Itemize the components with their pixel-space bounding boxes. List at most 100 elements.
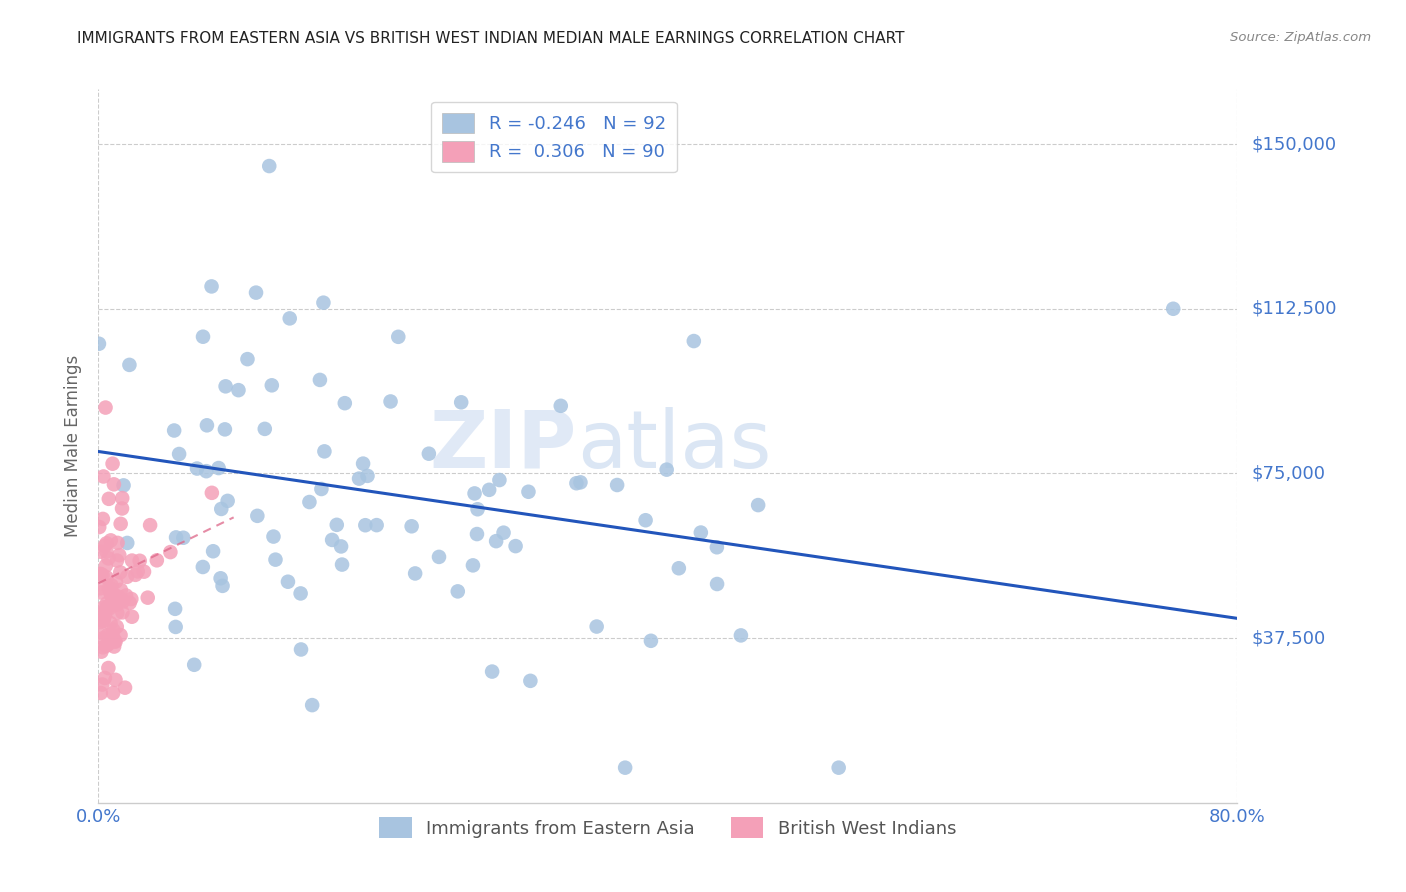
- Point: [127, 565, 149, 579]
- Point: [93, 600, 115, 615]
- Point: [89, 582, 111, 596]
- Point: [366, 518, 388, 533]
- Point: [450, 395, 472, 409]
- Point: [111, 491, 134, 505]
- Point: [100, 582, 122, 596]
- Point: [465, 527, 488, 541]
- Point: [105, 620, 128, 634]
- Point: [89, 520, 111, 534]
- Point: [97, 661, 120, 675]
- Point: [97, 491, 120, 506]
- Point: [105, 598, 128, 612]
- Point: [96, 570, 118, 584]
- Point: [100, 578, 122, 592]
- Point: [121, 553, 143, 567]
- Point: [202, 544, 225, 558]
- Point: [90, 567, 112, 582]
- Point: [655, 463, 678, 477]
- Point: [253, 422, 276, 436]
- Point: [380, 394, 402, 409]
- Point: [427, 549, 450, 564]
- Point: [120, 591, 142, 606]
- Point: [290, 586, 312, 600]
- Point: [112, 478, 135, 492]
- Text: $150,000: $150,000: [1251, 135, 1336, 153]
- Point: [97, 599, 120, 613]
- Point: [139, 518, 162, 533]
- Point: [447, 584, 470, 599]
- Point: [201, 486, 224, 500]
- Point: [107, 590, 129, 604]
- Legend: Immigrants from Eastern Asia, British West Indians: Immigrants from Eastern Asia, British We…: [373, 810, 963, 845]
- Point: [309, 373, 332, 387]
- Point: [115, 570, 138, 584]
- Point: [172, 531, 194, 545]
- Point: [98, 585, 121, 599]
- Point: [200, 279, 222, 293]
- Point: [321, 533, 343, 547]
- Point: [101, 457, 124, 471]
- Point: [352, 457, 374, 471]
- Point: [314, 444, 336, 458]
- Point: [107, 536, 129, 550]
- Point: [110, 628, 132, 642]
- Point: [492, 525, 515, 540]
- Point: [478, 483, 501, 497]
- Point: [264, 552, 287, 566]
- Point: [290, 642, 312, 657]
- Point: [401, 519, 423, 533]
- Point: [96, 601, 118, 615]
- Point: [347, 472, 370, 486]
- Point: [330, 540, 353, 554]
- Point: [301, 698, 323, 712]
- Point: [209, 502, 232, 516]
- Point: [387, 330, 409, 344]
- Point: [132, 565, 155, 579]
- Text: ZIP: ZIP: [429, 407, 576, 485]
- Point: [464, 486, 486, 500]
- Point: [246, 508, 269, 523]
- Point: [110, 582, 132, 597]
- Point: [167, 447, 190, 461]
- Point: [682, 334, 704, 348]
- Point: [90, 544, 112, 558]
- Point: [467, 502, 489, 516]
- Point: [114, 681, 136, 695]
- Point: [165, 620, 187, 634]
- Point: [356, 468, 378, 483]
- Text: $75,000: $75,000: [1251, 465, 1326, 483]
- Point: [828, 761, 851, 775]
- Point: [91, 613, 114, 627]
- Point: [91, 612, 114, 626]
- Point: [94, 558, 117, 573]
- Point: [689, 525, 711, 540]
- Point: [91, 512, 114, 526]
- Point: [96, 628, 118, 642]
- Point: [259, 159, 281, 173]
- Point: [103, 640, 125, 654]
- Point: [94, 608, 117, 623]
- Point: [100, 533, 122, 548]
- Point: [97, 551, 120, 566]
- Point: [98, 601, 121, 615]
- Point: [90, 625, 112, 640]
- Point: [461, 558, 484, 573]
- Point: [569, 475, 592, 490]
- Point: [100, 588, 122, 602]
- Point: [312, 295, 335, 310]
- Point: [104, 589, 127, 603]
- Point: [111, 592, 134, 607]
- Point: [104, 634, 127, 648]
- Point: [90, 645, 112, 659]
- Point: [481, 665, 503, 679]
- Point: [1161, 301, 1184, 316]
- Point: [214, 422, 236, 436]
- Point: [326, 517, 349, 532]
- Point: [354, 518, 377, 533]
- Point: [260, 378, 283, 392]
- Point: [211, 579, 233, 593]
- Point: [263, 530, 285, 544]
- Point: [100, 597, 122, 611]
- Point: [519, 673, 541, 688]
- Point: [93, 604, 115, 618]
